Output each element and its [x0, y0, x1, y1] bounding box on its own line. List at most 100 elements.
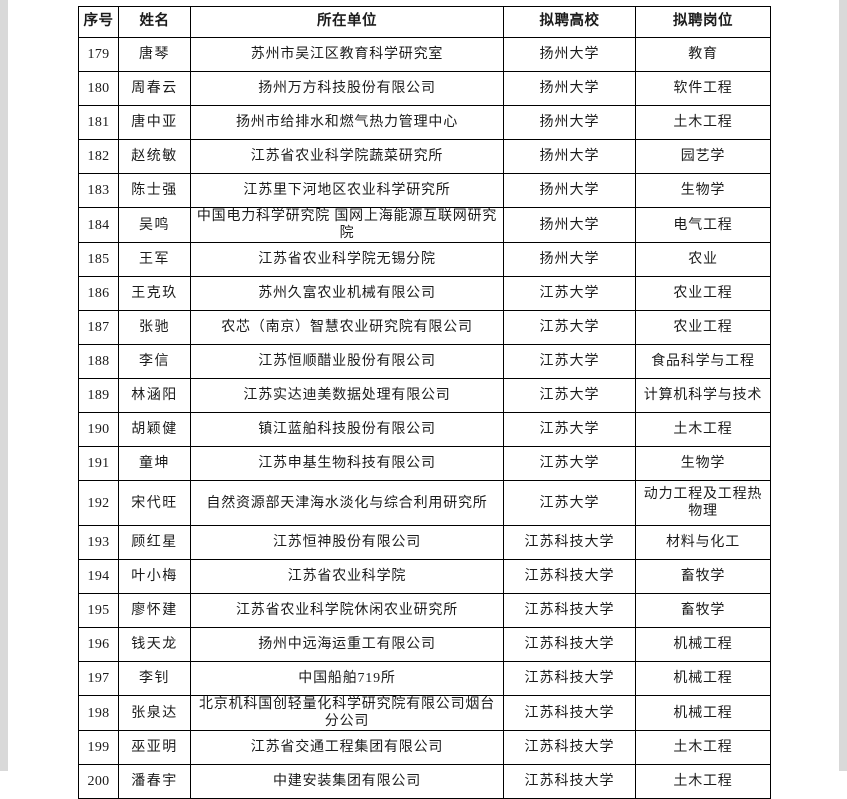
- table-row: 198 张泉达 北京机科国创轻量化科学研究院有限公司烟台分公司 江苏科技大学 机械工程: [78, 695, 771, 732]
- cell-post: 生物学: [635, 446, 771, 482]
- cell-org: 农芯（南京）智慧农业研究院有限公司: [190, 310, 504, 346]
- cell-post: 土木工程: [635, 412, 771, 448]
- cell-org: 江苏省农业科学院无锡分院: [190, 242, 504, 278]
- column-header-org: 所在单位: [190, 6, 504, 38]
- cell-post: 计算机科学与技术: [635, 378, 771, 414]
- cell-seq: 192: [78, 480, 119, 527]
- table-row: 197 李钊 中国船舶719所 江苏科技大学 机械工程: [78, 661, 771, 697]
- cell-seq: 191: [78, 446, 119, 482]
- table-row: 183 陈士强 江苏里下河地区农业科学研究所 扬州大学 生物学: [78, 173, 771, 208]
- cell-seq: 188: [78, 344, 119, 380]
- cell-name: 张泉达: [118, 695, 191, 732]
- cell-org: 中国电力科学研究院 国网上海能源互联网研究院: [190, 206, 504, 244]
- cell-post: 农业: [635, 242, 771, 278]
- cell-org: 扬州万方科技股份有限公司: [190, 71, 504, 106]
- cell-univ: 江苏大学: [503, 310, 636, 346]
- cell-name: 陈士强: [118, 173, 191, 208]
- table-body: 179 唐琴 苏州市吴江区教育科学研究室 扬州大学 教育 180 周春云 扬州万方科技股份有限…: [78, 37, 771, 799]
- cell-post: 食品科学与工程: [635, 344, 771, 380]
- cell-name: 李钊: [118, 661, 191, 697]
- cell-seq: 196: [78, 627, 119, 663]
- table-row: 192 宋代旺 自然资源部天津海水淡化与综合利用研究所 江苏大学 动力工程及工程热物理: [78, 480, 771, 527]
- header-row: 序号 姓名 所在单位 拟聘高校 拟聘岗位: [78, 6, 771, 38]
- cell-name: 顾红星: [118, 525, 191, 561]
- cell-org: 江苏里下河地区农业科学研究所: [190, 173, 504, 208]
- cell-name: 叶小梅: [118, 559, 191, 595]
- cell-univ: 江苏大学: [503, 480, 636, 527]
- cell-post: 机械工程: [635, 627, 771, 663]
- page-edge-left: [0, 0, 8, 771]
- cell-org: 江苏省交通工程集团有限公司: [190, 730, 504, 766]
- table-row: 180 周春云 扬州万方科技股份有限公司 扬州大学 软件工程: [78, 71, 771, 106]
- cell-name: 钱天龙: [118, 627, 191, 663]
- cell-seq: 189: [78, 378, 119, 414]
- cell-post: 畜牧学: [635, 593, 771, 629]
- cell-univ: 江苏科技大学: [503, 730, 636, 766]
- cell-org: 镇江蓝舶科技股份有限公司: [190, 412, 504, 448]
- cell-seq: 195: [78, 593, 119, 629]
- column-header-univ: 拟聘高校: [503, 6, 636, 38]
- cell-seq: 200: [78, 764, 119, 799]
- cell-org: 江苏恒神股份有限公司: [190, 525, 504, 561]
- cell-seq: 185: [78, 242, 119, 278]
- cell-name: 胡颖健: [118, 412, 191, 448]
- cell-univ: 扬州大学: [503, 242, 636, 278]
- cell-post: 教育: [635, 37, 771, 72]
- cell-post: 材料与化工: [635, 525, 771, 561]
- cell-seq: 194: [78, 559, 119, 595]
- column-header-name: 姓名: [118, 6, 191, 38]
- table-row: 181 唐中亚 扬州市给排水和燃气热力管理中心 扬州大学 土木工程: [78, 105, 771, 140]
- cell-org: 北京机科国创轻量化科学研究院有限公司烟台分公司: [190, 695, 504, 732]
- cell-post: 电气工程: [635, 206, 771, 244]
- cell-seq: 182: [78, 139, 119, 174]
- cell-name: 王克玖: [118, 276, 191, 312]
- cell-univ: 江苏科技大学: [503, 661, 636, 697]
- table-row: 193 顾红星 江苏恒神股份有限公司 江苏科技大学 材料与化工: [78, 525, 771, 561]
- cell-org: 苏州市吴江区教育科学研究室: [190, 37, 504, 72]
- cell-org: 苏州久富农业机械有限公司: [190, 276, 504, 312]
- cell-name: 巫亚明: [118, 730, 191, 766]
- table-row: 191 童坤 江苏申基生物科技有限公司 江苏大学 生物学: [78, 446, 771, 482]
- cell-post: 农业工程: [635, 276, 771, 312]
- cell-name: 王军: [118, 242, 191, 278]
- cell-name: 周春云: [118, 71, 191, 106]
- cell-univ: 江苏科技大学: [503, 764, 636, 799]
- cell-seq: 179: [78, 37, 119, 72]
- cell-univ: 江苏大学: [503, 446, 636, 482]
- cell-post: 机械工程: [635, 661, 771, 697]
- cell-univ: 江苏科技大学: [503, 627, 636, 663]
- cell-post: 动力工程及工程热物理: [635, 480, 771, 527]
- cell-org: 扬州中远海运重工有限公司: [190, 627, 504, 663]
- cell-name: 宋代旺: [118, 480, 191, 527]
- table-row: 200 潘春宇 中建安装集团有限公司 江苏科技大学 土木工程: [78, 764, 771, 799]
- cell-org: 江苏省农业科学院蔬菜研究所: [190, 139, 504, 174]
- roster-sheet: 序号 姓名 所在单位 拟聘高校 拟聘岗位 179 唐琴 苏州市吴江区教育科学研究室扬…: [78, 6, 771, 799]
- table-row: 179 唐琴 苏州市吴江区教育科学研究室 扬州大学 教育: [78, 37, 771, 72]
- table-row: 199 巫亚明 江苏省交通工程集团有限公司 江苏科技大学 土木工程: [78, 730, 771, 766]
- cell-univ: 江苏科技大学: [503, 525, 636, 561]
- cell-name: 吴鸣: [118, 206, 191, 244]
- cell-seq: 197: [78, 661, 119, 697]
- table-row: 194 叶小梅 江苏省农业科学院 江苏科技大学 畜牧学: [78, 559, 771, 595]
- cell-univ: 江苏大学: [503, 276, 636, 312]
- table-row: 182 赵统敏 江苏省农业科学院蔬菜研究所 扬州大学 园艺学: [78, 139, 771, 174]
- table-row: 187 张驰 农芯（南京）智慧农业研究院有限公司 江苏大学 农业工程: [78, 310, 771, 346]
- cell-univ: 扬州大学: [503, 139, 636, 174]
- cell-org: 江苏恒顺醋业股份有限公司: [190, 344, 504, 380]
- cell-seq: 187: [78, 310, 119, 346]
- cell-univ: 扬州大学: [503, 105, 636, 140]
- cell-name: 潘春宇: [118, 764, 191, 799]
- cell-post: 生物学: [635, 173, 771, 208]
- cell-seq: 181: [78, 105, 119, 140]
- cell-name: 张驰: [118, 310, 191, 346]
- cell-org: 中国船舶719所: [190, 661, 504, 697]
- cell-name: 唐琴: [118, 37, 191, 72]
- table-row: 196 钱天龙 扬州中远海运重工有限公司 江苏科技大学 机械工程: [78, 627, 771, 663]
- cell-univ: 扬州大学: [503, 206, 636, 244]
- cell-name: 廖怀建: [118, 593, 191, 629]
- cell-org: 中建安装集团有限公司: [190, 764, 504, 799]
- cell-name: 林涵阳: [118, 378, 191, 414]
- cell-post: 土木工程: [635, 105, 771, 140]
- roster-table: 序号 姓名 所在单位 拟聘高校 拟聘岗位 179 唐琴 苏州市吴江区教育科学研究室扬…: [78, 6, 771, 799]
- cell-org: 江苏申基生物科技有限公司: [190, 446, 504, 482]
